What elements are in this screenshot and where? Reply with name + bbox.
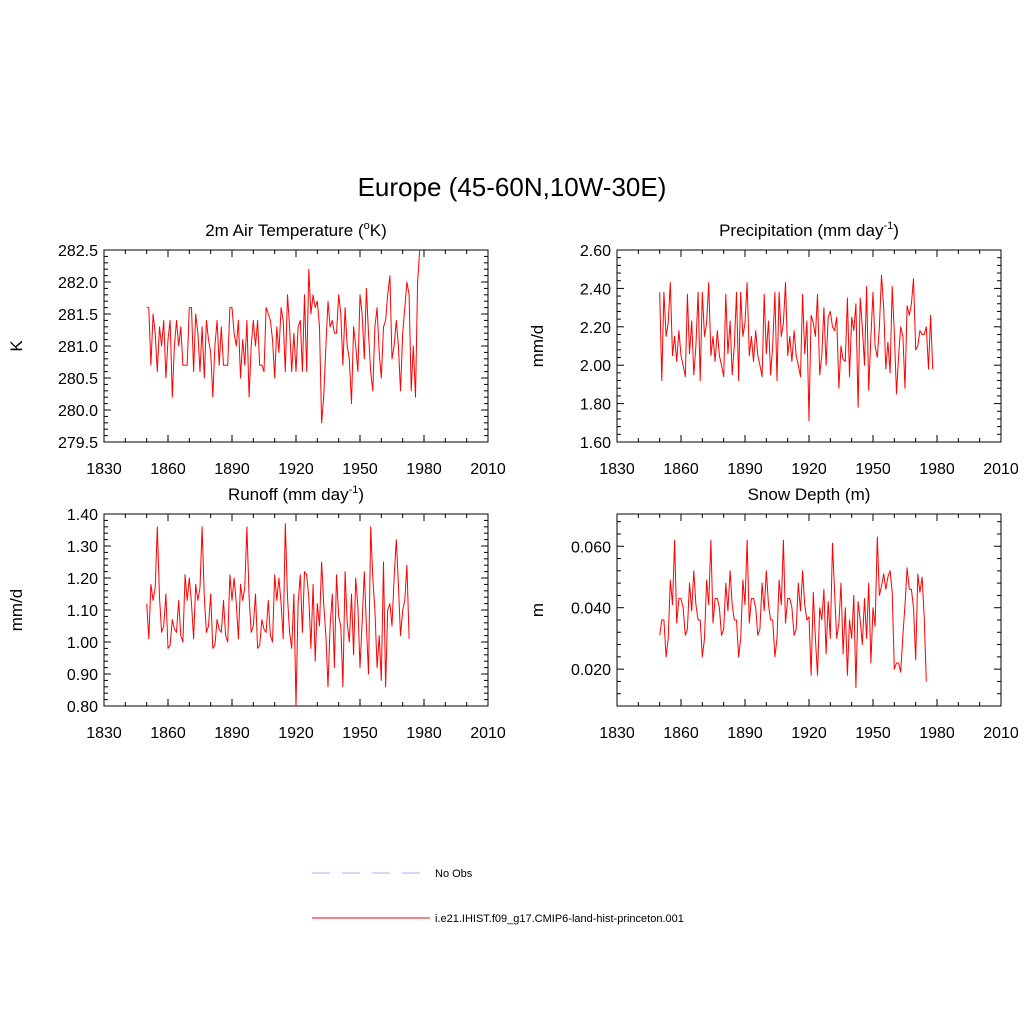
chart-panel-1: 1830 1860 1890 1920 1950 1980 2010 279.5 280.0 28… [7, 220, 506, 478]
legend-label-no-obs: No Obs [435, 868, 473, 880]
x-tick-label: 1860 [663, 725, 699, 742]
y-tick-label: 280.5 [58, 371, 98, 388]
panel-title: 2m Air Temperature (oK) [205, 220, 387, 240]
y-tick-label: 0.90 [67, 667, 98, 684]
series-line [659, 536, 927, 689]
x-tick-label: 1980 [919, 725, 955, 742]
series-line [146, 249, 421, 424]
legend: No Obs i.e21.IHIST.f09_g17.CMIP6-land-hi… [312, 868, 684, 925]
y-tick-label: 282.0 [58, 275, 98, 292]
series-line [146, 523, 410, 707]
x-tick-label: 1890 [727, 461, 763, 478]
y-tick-label: 2.40 [580, 281, 611, 298]
y-tick-label: 2.60 [580, 243, 611, 260]
panel-title: Runoff (mm day-1) [228, 484, 364, 504]
x-tick-label: 1980 [406, 461, 442, 478]
y-tick-label: 1.00 [67, 635, 98, 652]
figure-title: Europe (45-60N,10W-30E) [358, 172, 667, 202]
y-tick-label: 280.0 [58, 403, 98, 420]
y-tick-label: 281.5 [58, 307, 98, 324]
x-tick-label: 1980 [406, 725, 442, 742]
y-tick-label: 2.20 [580, 320, 611, 337]
y-tick-label: 0.80 [67, 699, 98, 716]
y-tick-label: 281.0 [58, 339, 98, 356]
x-tick-label: 2010 [983, 461, 1019, 478]
y-tick-label: 0.060 [571, 539, 611, 556]
x-tick-label: 2010 [470, 461, 506, 478]
x-tick-label: 1830 [86, 725, 122, 742]
x-tick-label: 1860 [663, 461, 699, 478]
y-axis-label: mm/d [528, 325, 547, 368]
y-axis-label: m [528, 603, 547, 617]
x-tick-label: 1950 [855, 461, 891, 478]
y-tick-label: 0.040 [571, 601, 611, 618]
y-axis-label: K [7, 340, 26, 352]
y-axis-label: mm/d [7, 589, 26, 632]
y-tick-label: 1.80 [580, 397, 611, 414]
x-tick-label: 1950 [342, 461, 378, 478]
x-tick-label: 1920 [278, 461, 314, 478]
x-tick-label: 1890 [214, 725, 250, 742]
panel-title: Precipitation (mm day-1) [719, 220, 899, 240]
y-tick-label: 1.20 [67, 571, 98, 588]
x-tick-label: 1950 [855, 725, 891, 742]
x-tick-label: 1860 [150, 725, 186, 742]
x-tick-label: 1890 [727, 725, 763, 742]
series-line [659, 274, 934, 422]
x-tick-label: 1920 [791, 725, 827, 742]
plot-frame [103, 513, 489, 707]
y-tick-label: 1.10 [67, 603, 98, 620]
x-tick-label: 2010 [470, 725, 506, 742]
y-tick-label: 279.5 [58, 435, 98, 452]
x-tick-label: 1920 [278, 725, 314, 742]
y-tick-label: 1.40 [67, 507, 98, 524]
x-tick-label: 1830 [599, 725, 635, 742]
x-tick-label: 1860 [150, 461, 186, 478]
x-tick-label: 1890 [214, 461, 250, 478]
chart-panel-3: 1830 1860 1890 1920 1950 1980 2010 0.80 0.90 1.00… [7, 484, 506, 742]
x-tick-label: 1830 [599, 461, 635, 478]
x-tick-label: 2010 [983, 725, 1019, 742]
chart-panel-4: 1830 1860 1890 1920 1950 1980 2010 0.020 0.040 0.… [528, 485, 1019, 742]
panel-title: Snow Depth (m) [748, 485, 871, 504]
x-tick-label: 1980 [919, 461, 955, 478]
x-tick-label: 1950 [342, 725, 378, 742]
y-tick-label: 0.020 [571, 662, 611, 679]
y-tick-label: 2.00 [580, 358, 611, 375]
legend-label-model: i.e21.IHIST.f09_g17.CMIP6-land-hist-prin… [435, 913, 684, 925]
y-tick-label: 1.60 [580, 435, 611, 452]
x-tick-label: 1830 [86, 461, 122, 478]
x-tick-label: 1920 [791, 461, 827, 478]
chart-panel-2: 1830 1860 1890 1920 1950 1980 2010 1.60 1.80 2.00… [528, 220, 1019, 478]
y-tick-label: 282.5 [58, 243, 98, 260]
panels-group: 1830 1860 1890 1920 1950 1980 2010 279.5 280.0 28… [7, 220, 1019, 742]
y-tick-label: 1.30 [67, 539, 98, 556]
